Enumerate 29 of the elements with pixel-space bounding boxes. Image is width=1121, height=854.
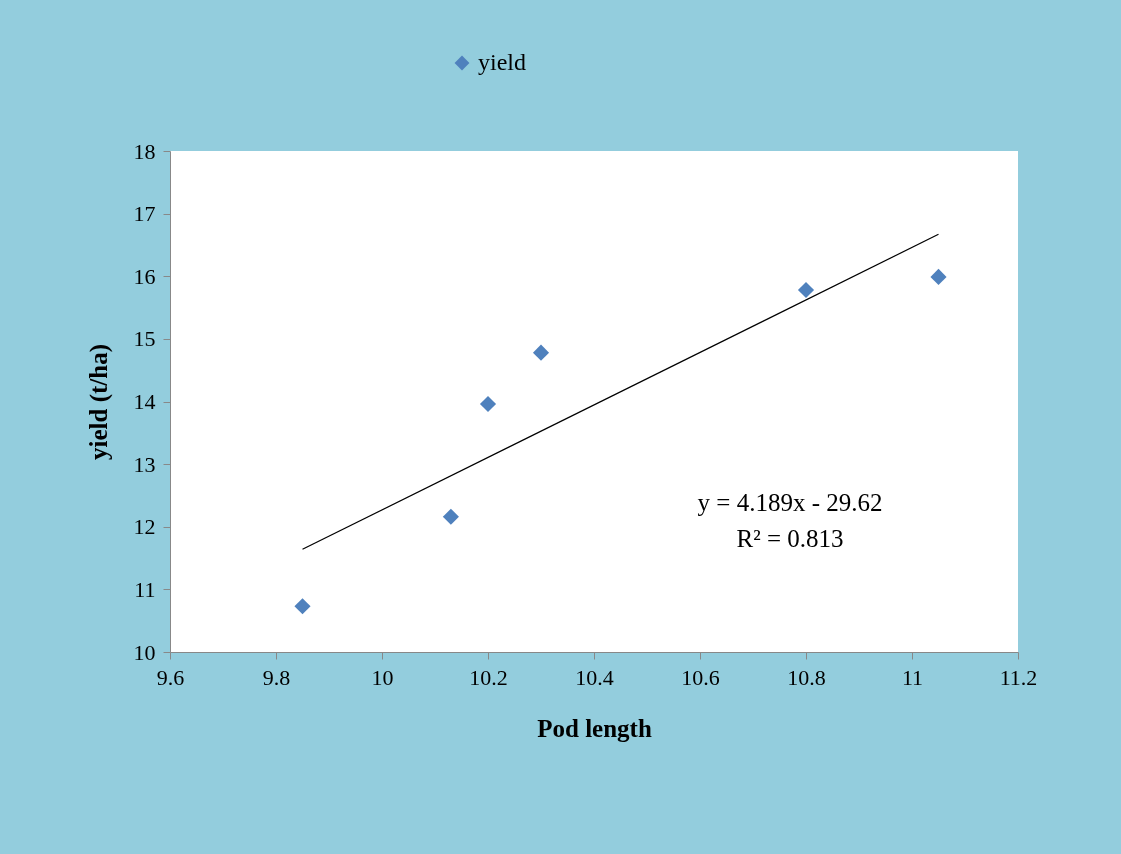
x-tick-label: 10.2 (469, 664, 508, 690)
x-tick-label: 10.8 (787, 664, 826, 690)
y-axis-title: yield (t/ha) (84, 344, 113, 460)
x-tick-label: 10.6 (681, 664, 720, 690)
x-tick-label: 10.4 (575, 664, 614, 690)
legend-label: yield (478, 49, 526, 75)
y-tick-label: 17 (133, 201, 156, 227)
point (797, 281, 815, 299)
x-tick-label: 10 (371, 664, 394, 690)
y-tick-label: 13 (133, 451, 156, 477)
y-tick-label: 12 (133, 514, 156, 540)
point (532, 344, 550, 361)
x-tick-label: 11 (901, 664, 924, 690)
point (930, 268, 947, 285)
annotation: y = 4.189x - 29.62 (697, 489, 883, 516)
x-axis-title: Pod length (537, 714, 652, 742)
x-tick-label: 11.2 (999, 664, 1038, 690)
y-tick-label: 14 (133, 389, 156, 414)
x-tick-label: 9.8 (262, 664, 291, 690)
point (442, 508, 459, 525)
y-tick-label: 18 (133, 138, 156, 164)
y-tick-label: 15 (133, 326, 156, 352)
point (479, 395, 497, 413)
x-tick-label: 9.6 (156, 664, 185, 690)
y-tick-label: 11 (134, 576, 156, 602)
y-tick-label: 16 (133, 263, 156, 289)
y-tick-label: 10 (133, 639, 156, 665)
annotation: R² = 0.813 (736, 525, 844, 552)
point (294, 598, 311, 615)
